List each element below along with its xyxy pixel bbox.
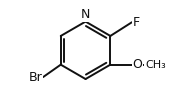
Text: F: F xyxy=(133,16,140,29)
Text: Br: Br xyxy=(29,71,42,84)
Text: N: N xyxy=(81,8,90,21)
Text: O: O xyxy=(133,58,143,71)
Text: CH₃: CH₃ xyxy=(145,60,166,70)
